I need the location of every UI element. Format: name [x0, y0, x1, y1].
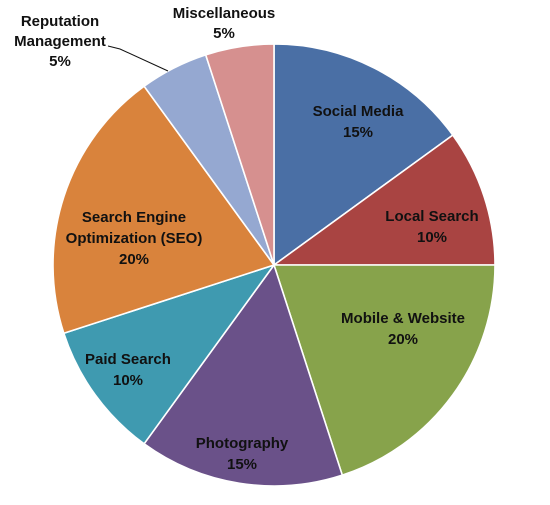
slice-label-line: 10%: [417, 229, 447, 246]
pie-slice-3: [142, 263, 344, 487]
slice-label-line: 5%: [213, 25, 235, 42]
pie-slice-5: [52, 85, 276, 335]
slice-label-line: 10%: [113, 372, 143, 389]
slice-label-3: Photography 15%: [196, 435, 289, 473]
slice-label-line: 15%: [343, 124, 373, 141]
slice-label-line: Photography: [196, 435, 289, 452]
pie-slice-7: [204, 43, 275, 266]
slice-label-4: Paid Search 10%: [85, 351, 171, 389]
slice-label-line: Local Search: [385, 208, 478, 225]
slice-label-line: Management: [14, 33, 106, 50]
slice-label-line: 20%: [119, 251, 149, 268]
slice-label-line: 5%: [49, 53, 71, 70]
slice-label-2: Mobile & Website 20%: [341, 310, 465, 348]
pie-slice-0: [273, 43, 454, 267]
slice-label-0: Social Media 15%: [313, 103, 405, 141]
pie-slice-4: [62, 263, 277, 445]
slice-label-1: Local Search 10%: [385, 208, 478, 246]
slice-label-line: Miscellaneous: [173, 5, 276, 22]
slice-label-line: 20%: [388, 331, 418, 348]
slice-label-line: 15%: [227, 456, 257, 473]
slice-label-5: Search Engine Optimization (SEO) 20%: [66, 209, 203, 268]
slice-label-line: Social Media: [313, 103, 405, 120]
pie-slices: [52, 43, 496, 487]
slice-label-6: Reputation Management 5%: [14, 13, 106, 70]
leader-lines: [107, 45, 169, 72]
pie-slice-2: [272, 264, 496, 477]
slice-labels: Social Media 15% Local Search 10% Mobile & W…: [14, 5, 479, 473]
pie-slice-1: [271, 133, 496, 266]
slice-label-line: Search Engine: [82, 209, 186, 226]
slice-label-line: Optimization (SEO): [66, 230, 203, 247]
slice-label-line: Paid Search: [85, 351, 171, 368]
slice-label-7: Miscellaneous 5%: [173, 5, 276, 42]
slice-label-line: Mobile & Website: [341, 310, 465, 327]
slice-label-line: Reputation: [21, 13, 99, 30]
leader-line-6: [107, 45, 169, 72]
